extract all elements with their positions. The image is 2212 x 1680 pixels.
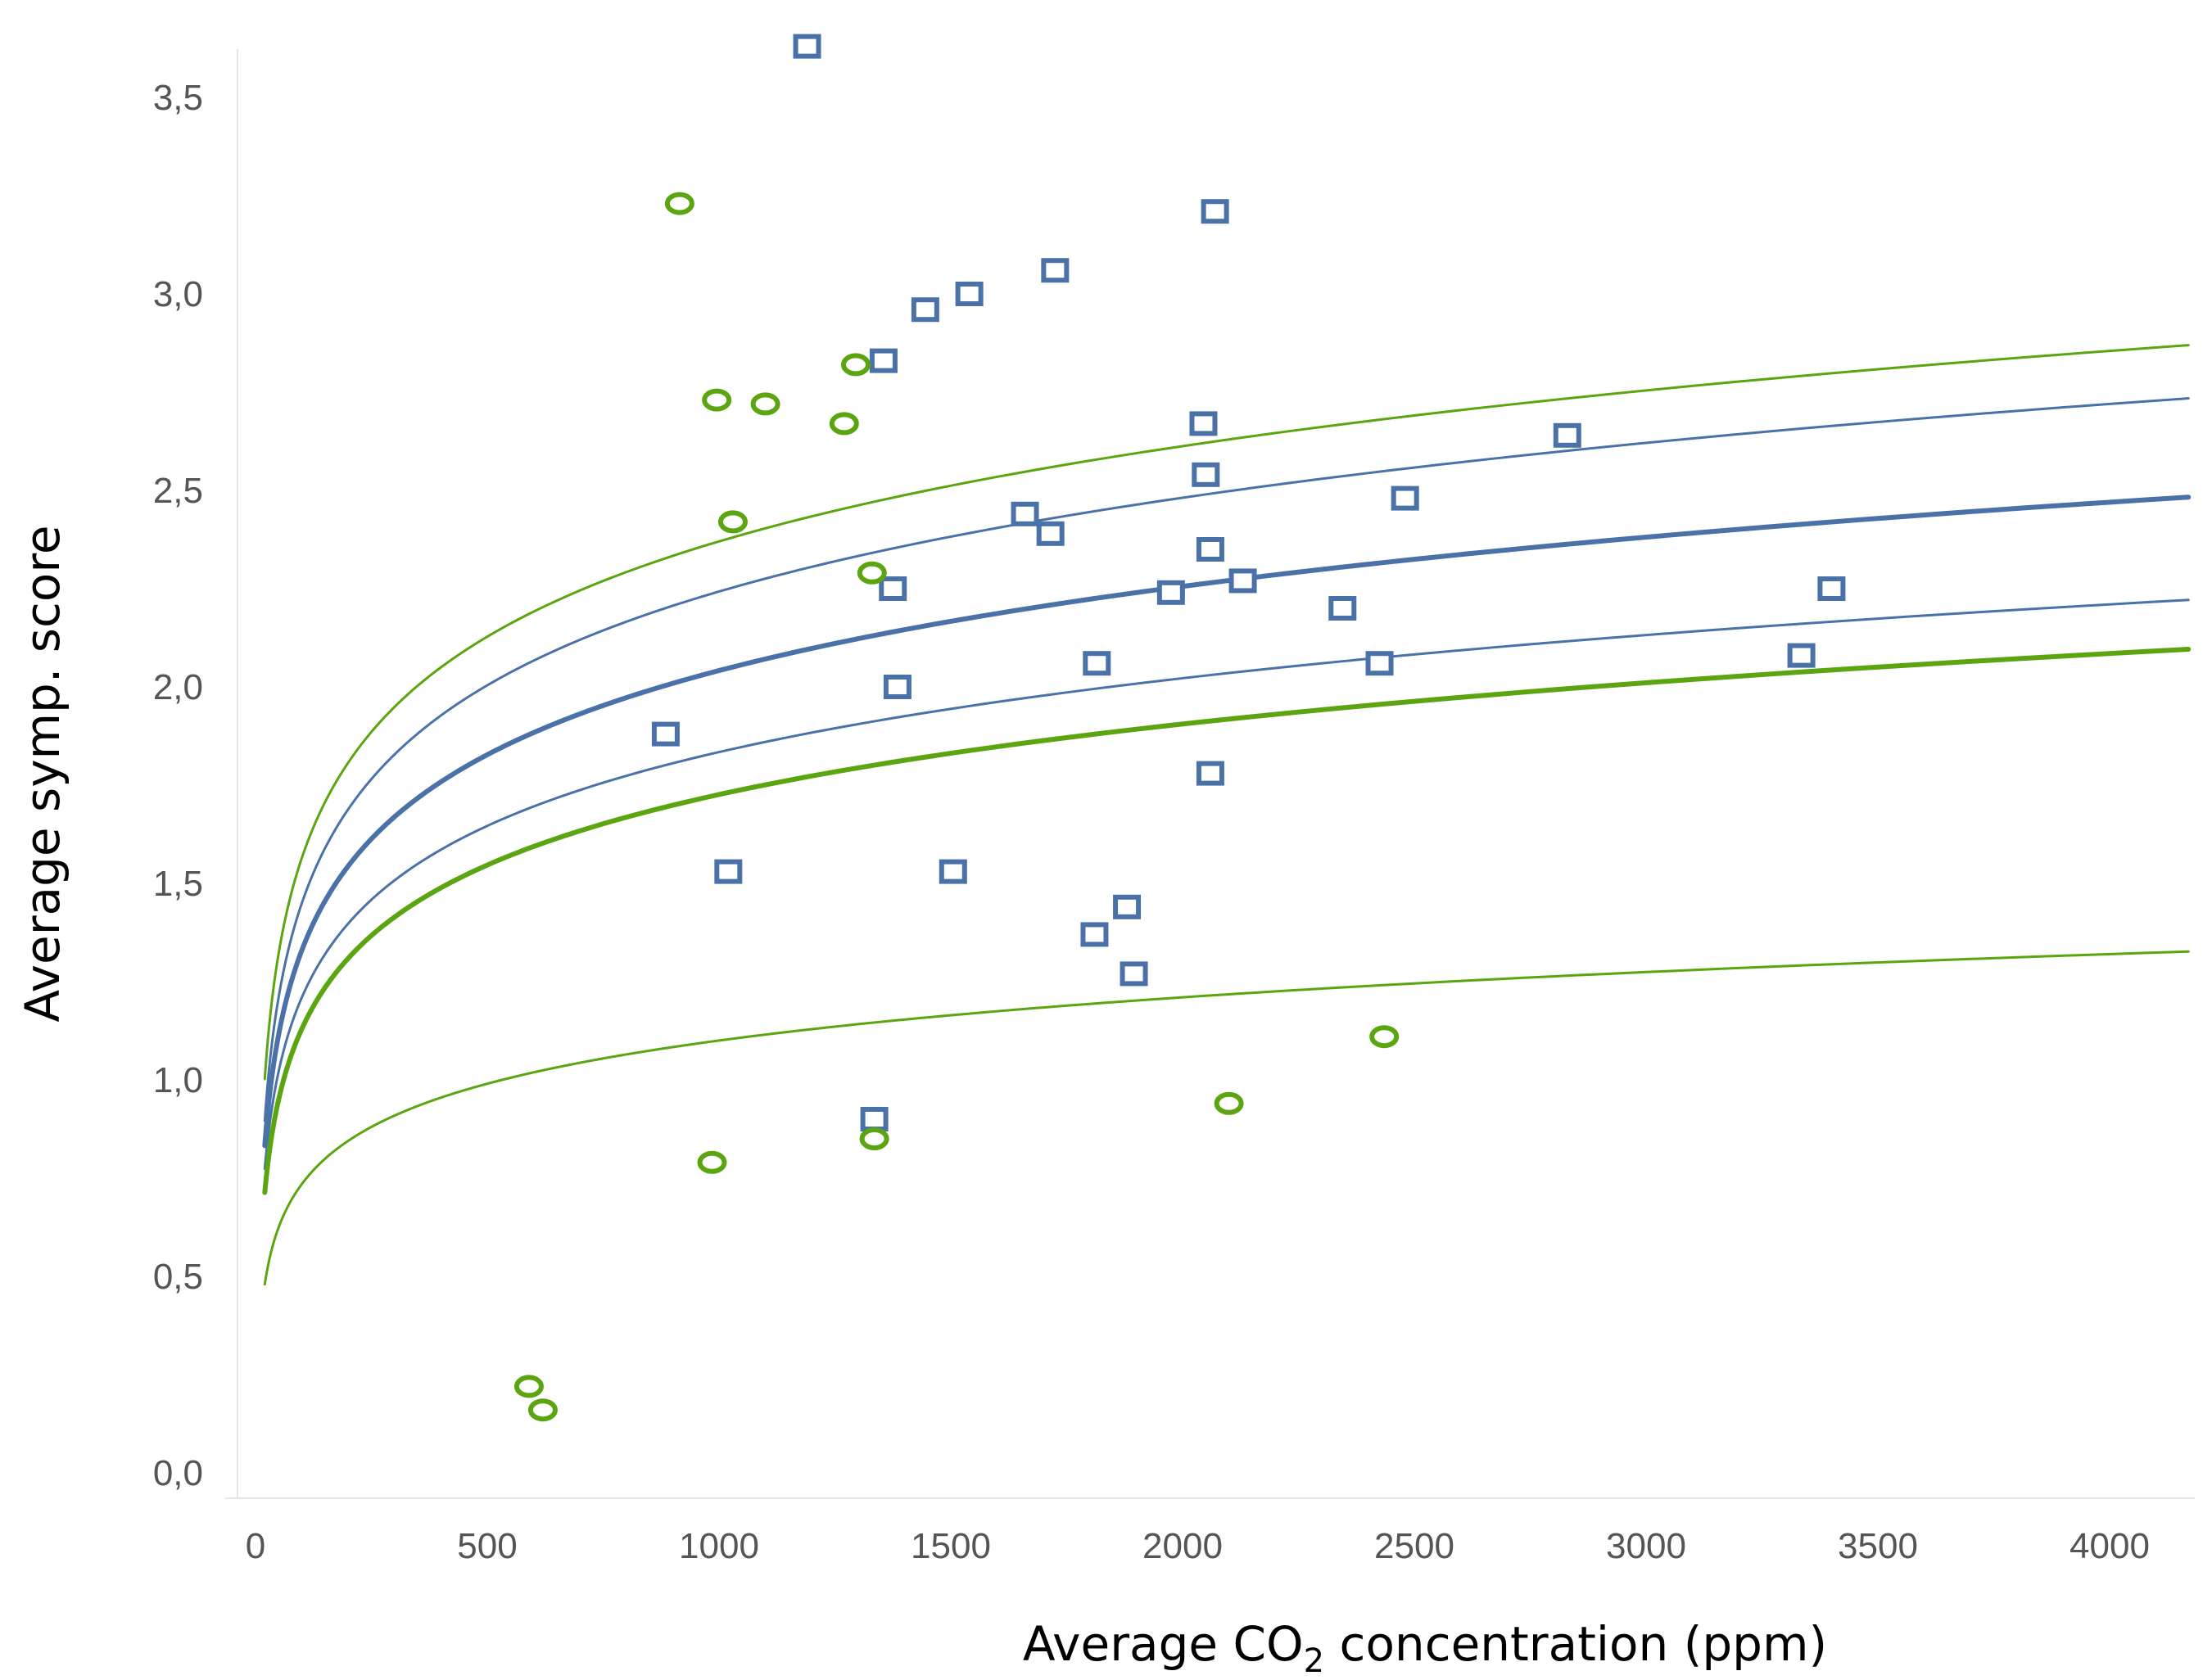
- y-tick-label: 3,0: [153, 274, 203, 314]
- x-tick-label: 1000: [679, 1526, 759, 1566]
- green-circle-point: [750, 392, 780, 416]
- green-circle-point: [697, 1150, 727, 1174]
- axes: [225, 49, 2195, 1499]
- fit-curves: [262, 344, 2192, 1286]
- blue-square-point: [651, 721, 680, 747]
- blue-square-point: [714, 859, 743, 884]
- blue-square-point: [883, 675, 911, 699]
- green-circle-point: [857, 561, 887, 585]
- x-axis-title-pre: Average CO: [1023, 1616, 1304, 1672]
- blue-square-point: [1036, 521, 1065, 546]
- blue-square-point: [1083, 651, 1111, 676]
- green-circle-point: [513, 1375, 544, 1398]
- blue-square-point: [869, 348, 898, 373]
- data-points: [513, 34, 1846, 1422]
- y-tick-labels: 0,0 0,5 1,0 1,5 2,0 2,5 3,0 3,5: [153, 78, 203, 1493]
- blue-square-point: [911, 297, 939, 323]
- blue-square-point: [1120, 961, 1148, 987]
- blue-square-point: [939, 859, 967, 884]
- x-tick-label: 1500: [911, 1526, 991, 1566]
- green-lower-band-curve: [263, 950, 2190, 1286]
- blue-square-point: [1156, 580, 1185, 605]
- blue-square-point: [1196, 761, 1224, 786]
- green-circle-point: [840, 353, 871, 377]
- green-circle-point: [717, 510, 748, 534]
- x-tick-label: 0: [246, 1526, 265, 1566]
- blue-square-point: [1391, 485, 1419, 511]
- blue-upper-band-curve: [263, 397, 2190, 1122]
- blue-square-point: [1328, 596, 1357, 621]
- green-circle-point: [829, 412, 859, 436]
- blue-square-point: [1365, 651, 1394, 676]
- x-tick-labels: 0 500 1000 1500 2000 2500 3000 3500 4000: [246, 1526, 2150, 1566]
- blue-lower-band-curve: [263, 598, 2190, 1171]
- blue-square-point: [1196, 537, 1224, 562]
- blue-square-point: [1189, 411, 1218, 436]
- blue-square-point: [955, 282, 984, 306]
- green-circle-point: [859, 1127, 889, 1150]
- y-tick-label: 0,0: [153, 1453, 203, 1493]
- green-circle-point: [1369, 1025, 1400, 1049]
- x-tick-label: 500: [457, 1526, 517, 1566]
- blue-square-point: [1553, 422, 1581, 448]
- blue-square-point: [1041, 258, 1070, 283]
- x-tick-label: 4000: [2070, 1526, 2150, 1566]
- blue-square-point: [1817, 576, 1846, 601]
- x-axis-title-post: concentration (ppm): [1324, 1616, 1827, 1672]
- x-tick-label: 3500: [1838, 1526, 1918, 1566]
- blue-square-point: [793, 34, 821, 59]
- y-axis-title: Average symp. score: [15, 525, 70, 1022]
- green-circle-point: [702, 388, 732, 412]
- y-tick-label: 0,5: [153, 1257, 203, 1297]
- blue-square-point: [1080, 922, 1109, 947]
- blue-square-point: [860, 1107, 889, 1131]
- blue-square-point: [1228, 568, 1257, 594]
- green-circle-point: [664, 192, 694, 215]
- x-tick-label: 2000: [1142, 1526, 1223, 1566]
- x-axis-title: Average CO2 concentration (ppm): [1023, 1616, 1827, 1680]
- green-circle-point: [527, 1398, 558, 1422]
- blue-square-point: [1011, 501, 1039, 526]
- y-tick-label: 1,0: [153, 1060, 203, 1100]
- x-axis-title-subscript: 2: [1304, 1642, 1324, 1680]
- x-tick-label: 3000: [1606, 1526, 1686, 1566]
- blue-square-point: [1192, 462, 1220, 487]
- y-tick-label: 2,5: [153, 471, 203, 511]
- y-tick-label: 3,5: [153, 78, 203, 118]
- green-circle-point: [1214, 1091, 1244, 1115]
- blue-square-point: [1787, 643, 1816, 668]
- y-tick-label: 1,5: [153, 864, 203, 904]
- green-fit-curve: [262, 647, 2192, 1195]
- blue-square-point: [1201, 199, 1229, 224]
- y-tick-label: 2,0: [153, 667, 203, 707]
- blue-square-point: [879, 576, 907, 601]
- green-upper-band-curve: [263, 344, 2190, 1081]
- x-tick-label: 2500: [1374, 1526, 1454, 1566]
- blue-fit-curve: [262, 495, 2192, 1149]
- blue-square-point: [1113, 894, 1142, 919]
